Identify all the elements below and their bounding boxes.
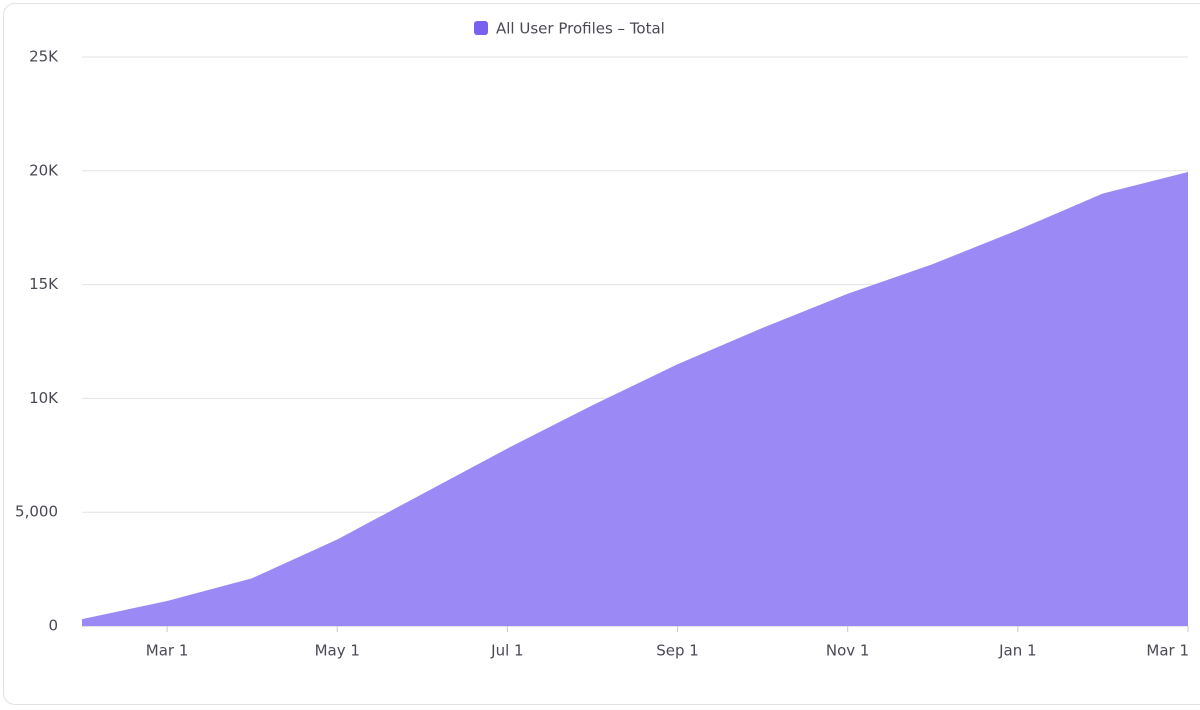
y-tick-label: 20K <box>29 161 59 179</box>
x-tick-label: Mar 1 <box>146 642 189 660</box>
x-tick-label: Jan 1 <box>998 642 1036 660</box>
y-tick-label: 0 <box>48 617 58 635</box>
y-tick-label: 15K <box>29 275 59 293</box>
legend-label: All User Profiles – Total <box>496 20 665 38</box>
x-tick-label: Nov 1 <box>826 642 870 660</box>
y-tick-label: 10K <box>29 389 59 407</box>
y-tick-label: 25K <box>29 48 59 66</box>
chart-card <box>3 3 1200 705</box>
x-tick-label: Sep 1 <box>656 642 699 660</box>
y-tick-label: 5,000 <box>15 503 58 521</box>
x-tick-label: Mar 1 <box>1146 642 1189 660</box>
area <box>82 171 1188 627</box>
x-tick-label: May 1 <box>315 642 360 660</box>
legend-swatch <box>474 21 488 35</box>
x-tick-label: Jul 1 <box>490 642 523 660</box>
